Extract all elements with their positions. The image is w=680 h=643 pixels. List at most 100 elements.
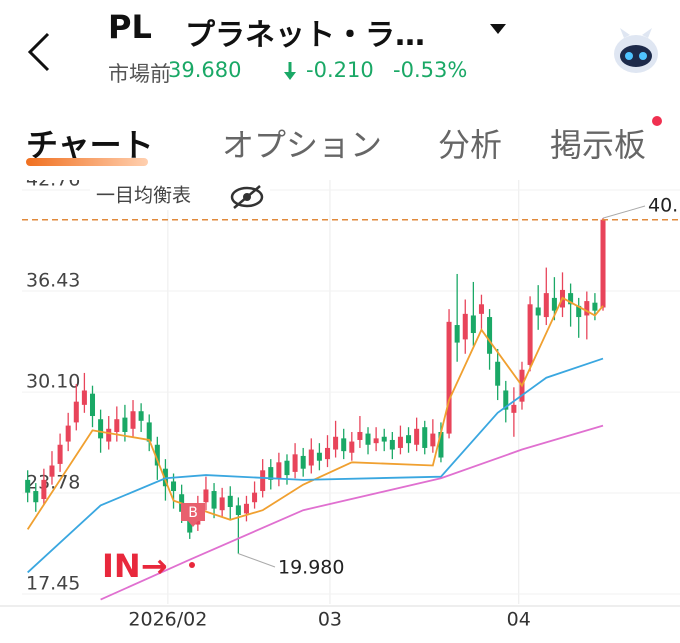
candle-body: [422, 427, 428, 448]
candle-body: [333, 436, 339, 450]
candle-body: [203, 489, 209, 503]
candle-body: [462, 313, 468, 340]
candle-body: [292, 454, 298, 472]
y-tick-label: 23.78: [26, 471, 80, 493]
candle-body: [235, 505, 241, 515]
tab-underline: [26, 158, 148, 166]
candle-body: [592, 302, 598, 311]
candle-body: [65, 425, 71, 442]
candle-body: [454, 325, 460, 343]
candle-body: [600, 219, 606, 308]
candle-body: [316, 452, 322, 461]
candle-body: [89, 393, 96, 417]
candle-body: [511, 404, 517, 413]
candle-body: [300, 455, 306, 469]
candle-body: [478, 304, 484, 314]
chart: 2026/02 03 04 17.45 23.78 30.10 36.43 42.76 一目均衡…: [0, 180, 680, 631]
candle-body: [381, 436, 387, 442]
candle-body: [171, 481, 177, 492]
price: 39.680: [168, 58, 242, 82]
session-label: 市場前: [108, 62, 171, 86]
candle-body: [138, 411, 144, 421]
down-arrow: [284, 62, 296, 80]
candle-body: [146, 422, 152, 442]
candle-body: [49, 465, 55, 477]
indicator-line: [27, 357, 604, 574]
candle-body: [373, 438, 379, 444]
change: -0.210: [306, 58, 374, 82]
candle-body: [252, 492, 258, 503]
candle-body: [154, 444, 160, 466]
change-percent: -0.53%: [393, 58, 468, 82]
dropdown-arrow[interactable]: [488, 22, 508, 36]
x-tick-label: 03: [318, 609, 342, 631]
last-price-label: 40.: [648, 195, 678, 217]
candle-body: [487, 317, 493, 354]
buy-label: B: [188, 505, 198, 521]
candle-body: [308, 449, 314, 466]
candle-body: [122, 417, 128, 432]
indicator-line: [26, 296, 604, 530]
candle-body: [406, 435, 412, 444]
x-tick-label: 04: [507, 609, 531, 631]
tab[interactable]: オプション: [222, 126, 383, 164]
candle-body: [357, 431, 363, 440]
candle-body: [25, 479, 31, 493]
candle-body: [276, 462, 282, 479]
candle-body: [389, 439, 395, 450]
candle-body: [114, 419, 120, 432]
buy-marker: [181, 503, 205, 527]
stock-name: プラネット・ラ…: [185, 18, 425, 53]
candle-body: [503, 390, 509, 410]
candle-body: [211, 491, 217, 509]
candle-body: [260, 470, 266, 492]
candle-body: [365, 433, 371, 445]
candle-body: [284, 460, 290, 476]
x-tick-label: 2026/02: [128, 609, 207, 631]
tab[interactable]: チャート: [26, 126, 154, 164]
candle-body: [495, 361, 501, 386]
candle-body: [584, 301, 590, 316]
entry-dot: [189, 562, 195, 568]
candle-body: [414, 428, 420, 445]
symbol: PL: [108, 8, 152, 46]
leader: [238, 553, 276, 568]
y-tick-label: 30.10: [26, 371, 80, 393]
candle-body: [219, 497, 225, 511]
candle-body: [430, 433, 436, 447]
candle-body: [576, 305, 582, 318]
tab[interactable]: 掲示板: [550, 126, 647, 164]
candle-body: [341, 438, 347, 452]
candle-body: [73, 401, 79, 423]
candle-body: [349, 441, 355, 453]
candle-body: [130, 411, 136, 429]
candle-body: [98, 419, 104, 439]
candle-body: [543, 293, 549, 318]
candle-body: [268, 467, 274, 480]
candle-body: [57, 444, 63, 464]
candle-body: [527, 304, 533, 365]
candle-body: [535, 307, 541, 316]
tab[interactable]: 分析: [438, 126, 503, 164]
candle-body: [33, 491, 39, 503]
candle-body: [227, 495, 233, 508]
candle-body: [41, 479, 47, 500]
candle-body: [446, 321, 452, 434]
y-tick-label: 17.45: [26, 573, 80, 595]
candle-body: [551, 297, 557, 311]
candle-body: [397, 436, 403, 448]
low-label: 19.980: [278, 557, 344, 579]
entry-label: IN→: [102, 547, 168, 585]
y-tick-label: 36.43: [26, 270, 80, 292]
y-tick-label: 42.76: [26, 180, 80, 191]
back-button[interactable]: [24, 30, 54, 74]
leader: [602, 205, 646, 219]
visibility-toggle[interactable]: [230, 185, 264, 209]
candle-body: [106, 428, 112, 442]
indicator-line: [100, 424, 604, 601]
assistant-icon[interactable]: [610, 26, 662, 76]
candle-body: [438, 431, 444, 458]
notification-dot: [652, 116, 662, 126]
candle-body: [243, 503, 249, 514]
